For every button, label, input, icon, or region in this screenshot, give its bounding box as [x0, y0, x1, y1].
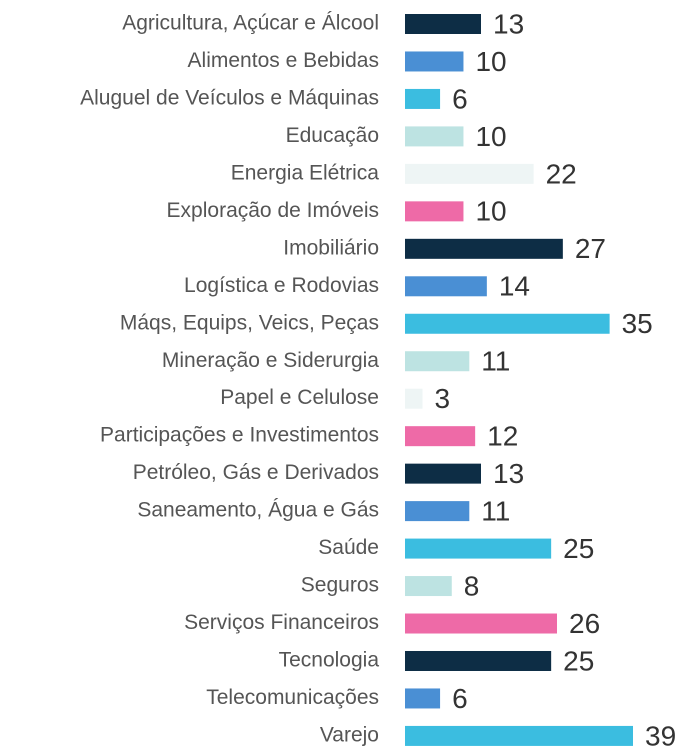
category-label: Imobiliário — [283, 236, 379, 259]
value-label: 11 — [481, 346, 510, 377]
value-label: 26 — [569, 608, 600, 639]
bar — [405, 388, 423, 409]
value-label: 11 — [481, 496, 510, 527]
value-label: 10 — [475, 46, 506, 77]
value-label: 39 — [645, 720, 676, 749]
bar — [405, 351, 470, 372]
category-label: Seguros — [301, 574, 379, 597]
category-label: Aluguel de Veículos e Máquinas — [80, 86, 379, 109]
bar — [405, 650, 552, 671]
bar — [405, 613, 557, 634]
value-label: 13 — [493, 8, 524, 39]
value-label: 10 — [475, 121, 506, 152]
value-label: 22 — [546, 158, 577, 189]
bar — [405, 501, 470, 522]
bar — [405, 51, 464, 72]
category-label: Exploração de Imóveis — [167, 199, 379, 222]
value-label: 14 — [499, 271, 530, 302]
category-label: Saúde — [318, 536, 379, 559]
bar — [405, 201, 464, 222]
value-label: 12 — [487, 421, 518, 452]
value-label: 25 — [563, 645, 594, 676]
category-label: Serviços Financeiros — [184, 611, 379, 634]
bar — [405, 688, 441, 709]
bar — [405, 463, 481, 484]
value-label: 10 — [475, 196, 506, 227]
value-label: 3 — [435, 383, 451, 414]
value-label: 13 — [493, 458, 524, 489]
value-label: 6 — [452, 683, 468, 714]
value-label: 6 — [452, 83, 468, 114]
category-label: Energia Elétrica — [231, 161, 380, 184]
category-label: Saneamento, Água e Gás — [137, 499, 379, 522]
category-label: Tecnologia — [279, 649, 380, 672]
category-label: Telecomunicações — [206, 686, 379, 709]
bar — [405, 126, 464, 147]
value-label: 8 — [464, 570, 480, 601]
bar — [405, 426, 476, 447]
category-label: Agricultura, Açúcar e Álcool — [122, 12, 379, 35]
category-label: Logística e Rodovias — [184, 274, 379, 297]
category-label: Máqs, Equips, Veics, Peças — [120, 311, 379, 334]
value-label: 27 — [575, 233, 606, 264]
value-label: 35 — [622, 308, 653, 339]
bar — [405, 725, 633, 746]
bar — [405, 576, 452, 597]
category-label: Petróleo, Gás e Derivados — [133, 461, 379, 484]
bar — [405, 238, 563, 259]
bar — [405, 313, 610, 334]
category-label: Varejo — [320, 723, 379, 746]
bar — [405, 538, 552, 559]
category-label: Mineração e Siderurgia — [162, 349, 379, 372]
category-label: Papel e Celulose — [220, 386, 379, 409]
value-label: 25 — [563, 533, 594, 564]
category-label: Educação — [286, 124, 379, 147]
bar — [405, 276, 487, 297]
bar — [405, 88, 441, 109]
bar — [405, 14, 481, 34]
category-label: Alimentos e Bebidas — [188, 49, 379, 72]
category-label: Participações e Investimentos — [100, 424, 379, 447]
bar — [405, 163, 534, 184]
